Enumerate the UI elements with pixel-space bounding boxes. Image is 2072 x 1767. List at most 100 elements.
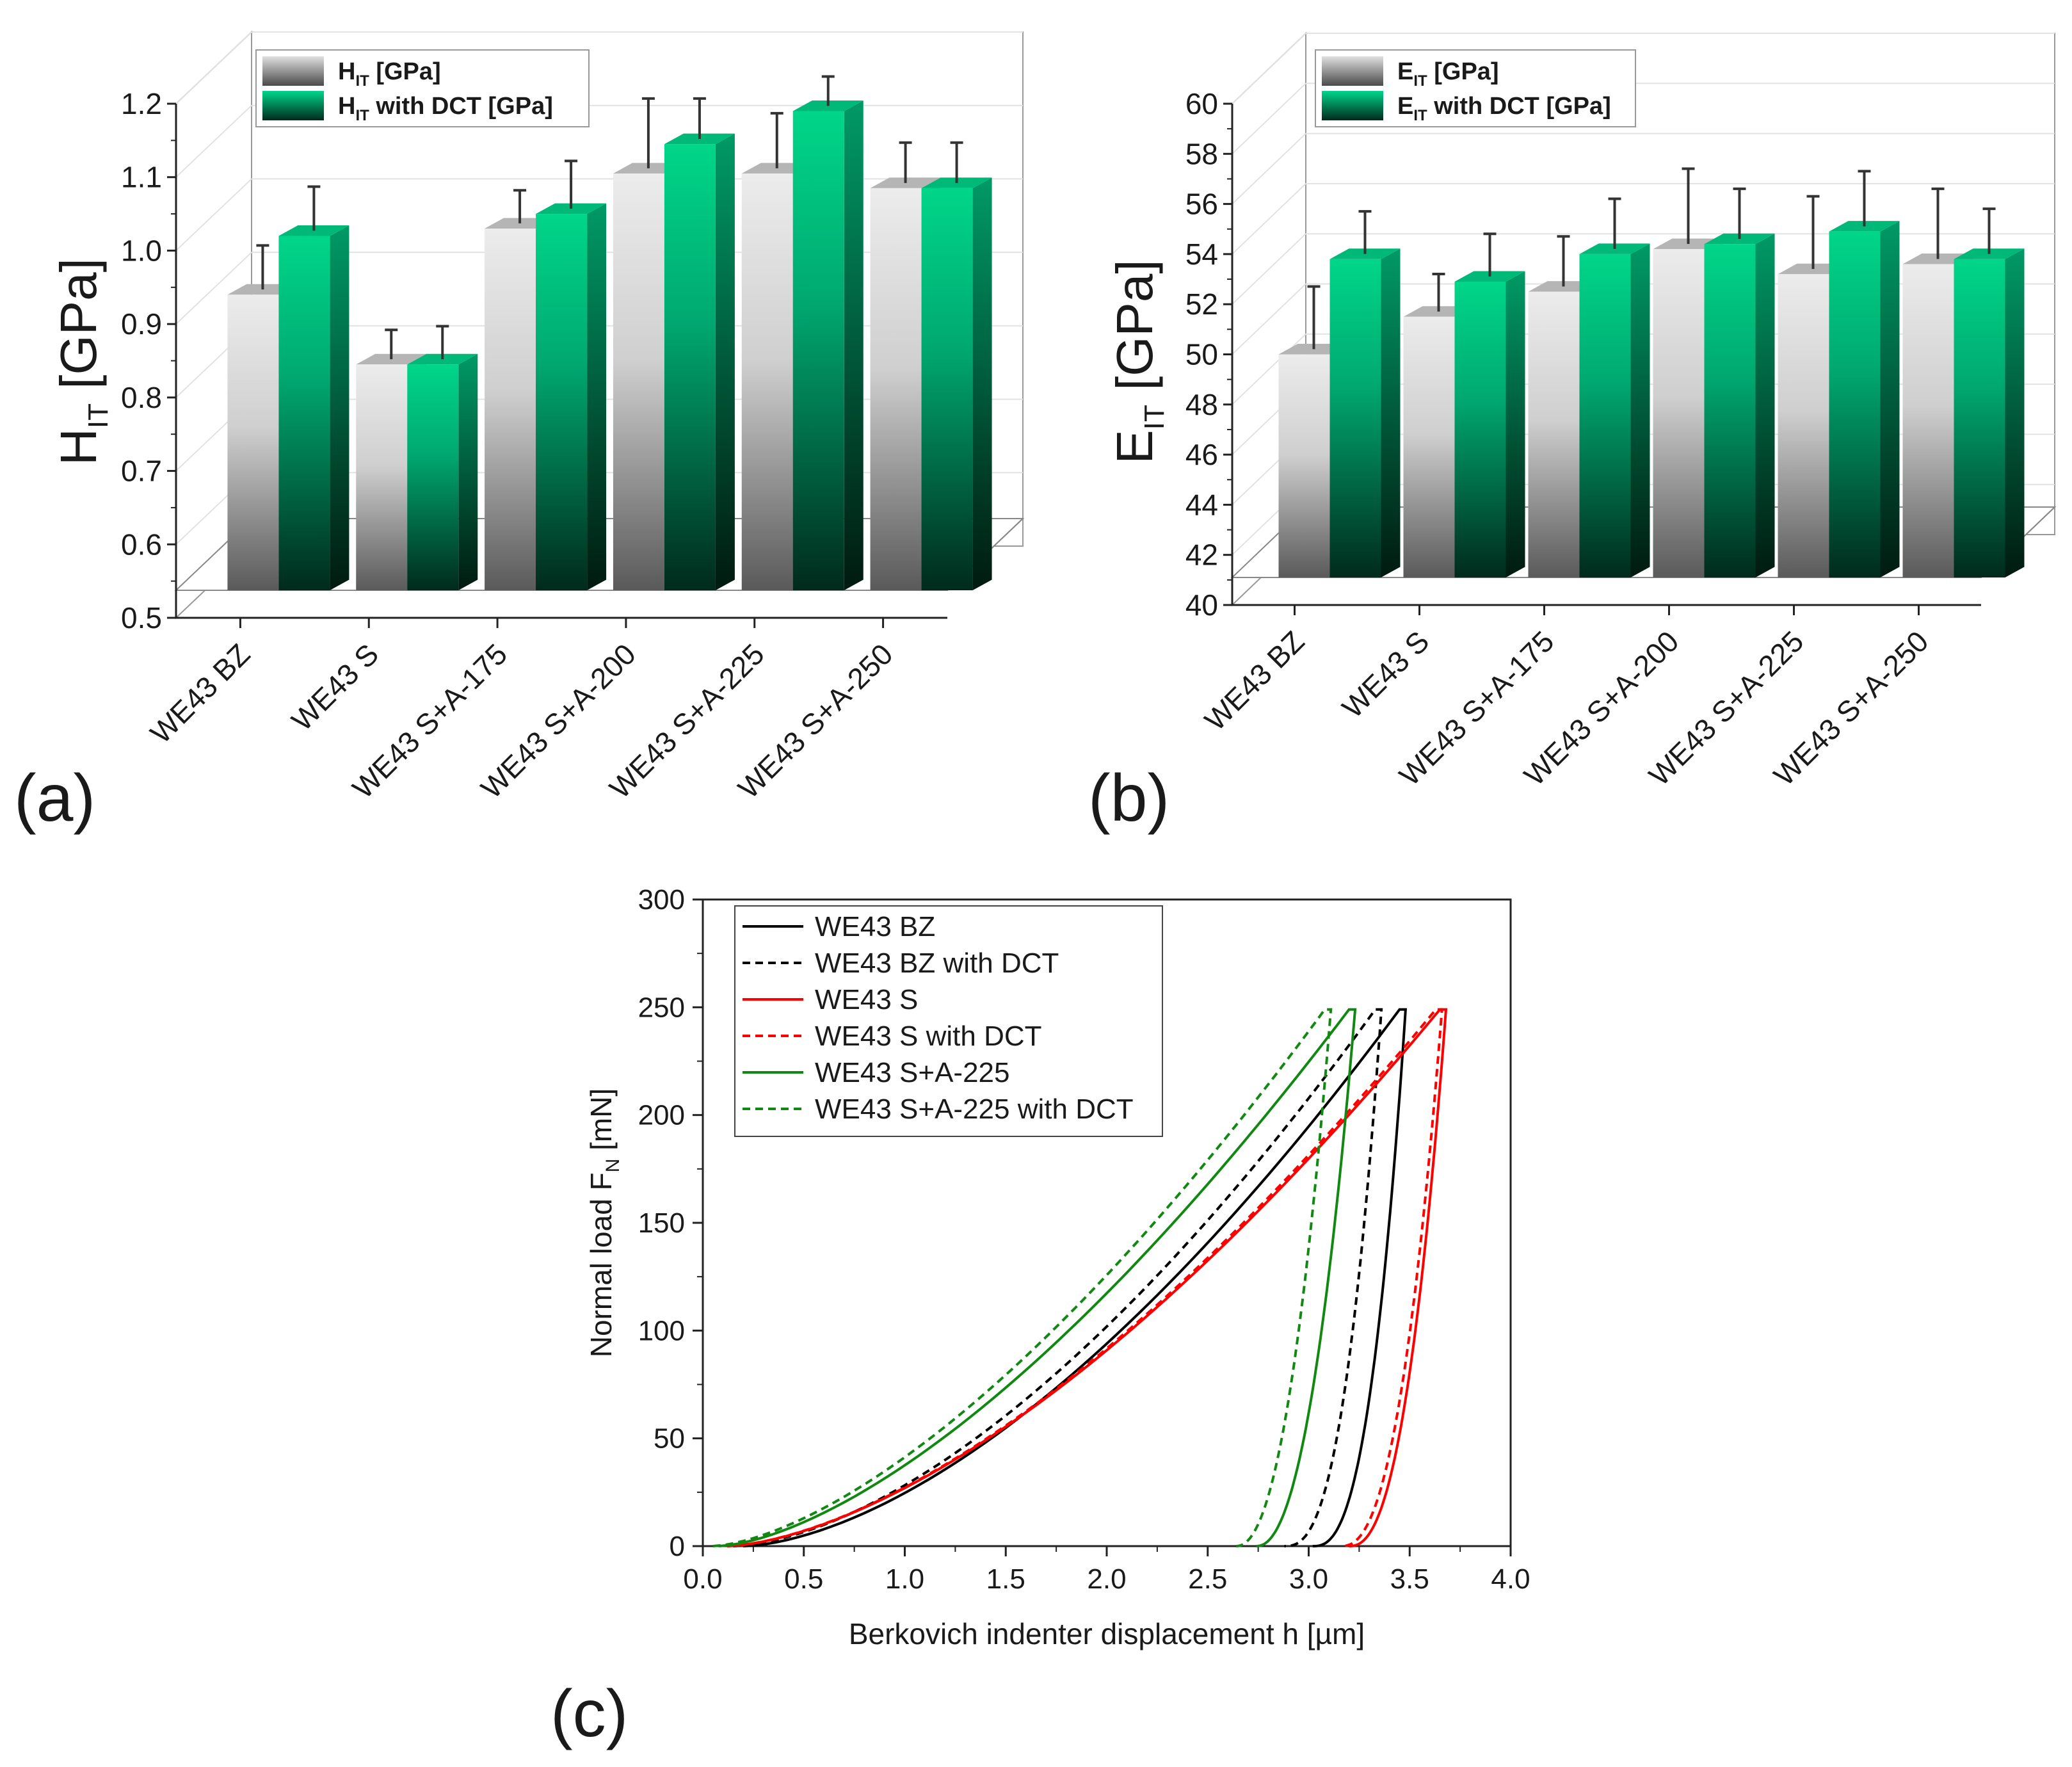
a-ytick-label: 0.9 (121, 307, 162, 341)
b-bar-base (1778, 274, 1829, 577)
b-bar-dct (1954, 259, 2005, 577)
a-gridline-side (175, 178, 252, 252)
panel-c-legend-box (734, 905, 1163, 1137)
panel-a-hardness-chart: 0.50.60.70.80.91.01.11.2 WE43 BZ WE43 SWE… (14, 30, 1025, 835)
a-bar-base (227, 294, 279, 590)
panel-c-axes: 0.0 0.5 1.0 1.5 2.0 2.5 3.0 3.5 4.0 0 50 100 150 200 2… (638, 884, 1530, 1595)
a-bar-side (587, 203, 607, 591)
b-bar-side (1630, 243, 1650, 577)
a-bar-base (870, 188, 922, 591)
a-ytick-label: 0.7 (121, 455, 162, 488)
panel-b-y-axis: 40 42 44 46 48 50 52 54 56 58 60 (1185, 87, 1981, 622)
b-ytick-label: 50 (1185, 338, 1218, 371)
a-ytick-label: 1.0 (121, 234, 162, 267)
panel-c-y-axis-title: Normal load FN [mN] (584, 1088, 623, 1357)
panel-c-ytick-label: 200 (638, 1100, 685, 1131)
panel-c-legend-label: WE43 S+A-225 with DCT (815, 1093, 1134, 1125)
a-category-label: WE43 S (285, 637, 385, 737)
panel-c-curve (733, 1008, 1383, 1547)
a-legend-swatch (262, 56, 324, 86)
b-bar-base (1278, 354, 1330, 577)
b-ytick-label: 42 (1185, 538, 1218, 572)
panel-c-ytick-label: 300 (638, 884, 685, 916)
panel-c-legend-label: WE43 BZ (815, 911, 935, 942)
a-bar-side (715, 133, 735, 591)
b-ytick-label: 44 (1185, 488, 1218, 521)
a-bar-base (613, 173, 664, 590)
panel-c-xtick-label: 4.0 (1491, 1563, 1530, 1595)
panel-c-xtick-label: 2.5 (1188, 1563, 1227, 1595)
panel-c-xtick-label: 0.5 (784, 1563, 823, 1595)
b-bar-group (1403, 232, 1525, 577)
a-bar-side (330, 225, 349, 590)
panel-c-xtick-label: 1.5 (986, 1563, 1025, 1595)
b-bar-side (2005, 248, 2025, 578)
b-bar-side (1755, 233, 1775, 577)
a-bar-dct (536, 214, 588, 591)
a-bar-side (972, 177, 992, 591)
b-gridline-side (1232, 33, 1306, 104)
a-bar-group (741, 75, 863, 590)
b-bar-group (1902, 187, 2025, 578)
a-bar-base (356, 364, 408, 590)
b-bar-dct (1329, 259, 1381, 577)
panel-c-curve (743, 1008, 1408, 1547)
a-legend-swatch (262, 91, 324, 120)
b-bar-base (1902, 264, 1954, 577)
panel-b-legend: EIT [GPa]EIT with DCT [GPa] (1315, 49, 1636, 127)
b-gridline-side (1232, 183, 1306, 255)
b-ytick-label: 46 (1185, 438, 1218, 471)
panel-c-load-displacement-chart: 0.0 0.5 1.0 1.5 2.0 2.5 3.0 3.5 4.0 0 50 100 150 200 2… (550, 884, 1530, 1751)
b-ytick-label: 60 (1185, 87, 1218, 120)
b-bar-dct (1829, 231, 1881, 577)
panel-c-ytick-label: 150 (638, 1207, 685, 1239)
b-bar-base (1653, 249, 1705, 577)
a-bar-dct (664, 144, 716, 591)
panel-c-xtick-label: 1.0 (885, 1563, 924, 1595)
panel-c-xtick-label: 3.5 (1390, 1563, 1429, 1595)
a-legend-label: HIT [GPa] (338, 58, 441, 90)
panel-c-legend-label: WE43 BZ with DCT (815, 948, 1059, 979)
a-ytick-label: 0.8 (121, 381, 162, 414)
panel-c-legend-label: WE43 S+A-225 (815, 1057, 1010, 1088)
b-gridline-side (1232, 133, 1306, 205)
panel-a-legend: HIT [GPa]HIT with DCT [GPa] (255, 49, 590, 127)
b-bar-side (1506, 271, 1525, 577)
b-bar-side (1381, 248, 1401, 578)
panel-c-ytick-label: 50 (654, 1423, 685, 1455)
b-category-label: WE43 S (1335, 624, 1435, 724)
b-category-label: WE43 BZ (1198, 624, 1311, 737)
b-bar-group (1528, 197, 1650, 577)
a-bar-group (870, 141, 992, 591)
a-bar-dct (278, 236, 330, 590)
b-ytick-label: 52 (1185, 287, 1218, 321)
b-ytick-label: 56 (1185, 188, 1218, 221)
a-ytick-label: 0.6 (121, 528, 162, 561)
a-bar-side (844, 100, 863, 590)
panel-c-legend-label: WE43 S (815, 984, 918, 1015)
a-bar-side (458, 353, 478, 590)
b-gridline-side (1232, 233, 1306, 305)
b-ytick-label: 58 (1185, 137, 1218, 170)
b-bar-group (1778, 170, 1900, 577)
panel-b-bars (1278, 167, 2025, 578)
b-bar-dct (1454, 281, 1506, 577)
b-legend-swatch (1322, 91, 1383, 120)
panel-c-xtick-label: 2.0 (1087, 1563, 1126, 1595)
b-gridline-side (1232, 334, 1306, 405)
b-bar-dct (1579, 254, 1631, 577)
a-bar-group (485, 159, 607, 591)
panel-c-curve (719, 1008, 1357, 1547)
a-category-label: WE43 BZ (144, 637, 257, 750)
a-bar-group (356, 325, 478, 590)
a-ytick-label: 1.2 (121, 87, 162, 120)
b-bar-group (1653, 167, 1775, 577)
b-gridline-side (1232, 283, 1306, 355)
panel-c-x-axis-title: Berkovich indenter displacement h [µm] (849, 1617, 1365, 1650)
a-legend-label: HIT with DCT [GPa] (338, 93, 553, 124)
b-legend-label: EIT [GPa] (1397, 58, 1499, 90)
panel-b-y-axis-title: EIT [GPa] (1106, 259, 1170, 464)
b-ytick-label: 48 (1185, 388, 1218, 421)
